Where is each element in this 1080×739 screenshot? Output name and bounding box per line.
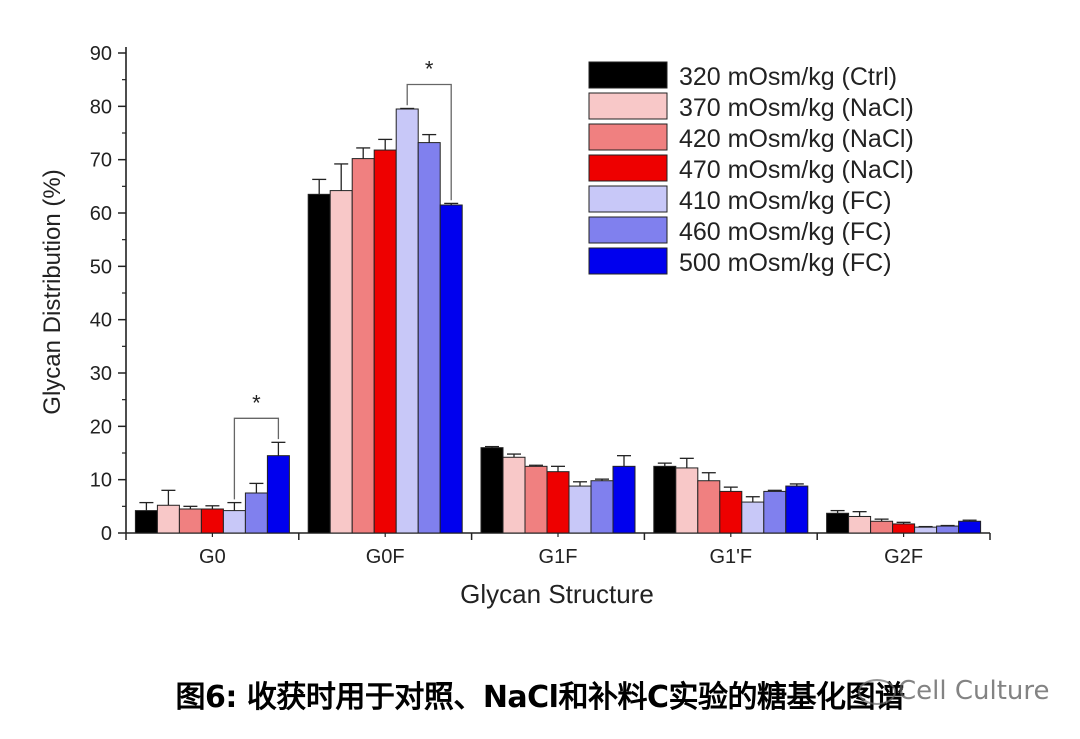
bar [373,149,397,534]
bar [395,108,419,534]
x-tick-label: G0 [199,546,226,568]
bar [870,520,894,534]
bar [675,467,699,534]
bar [480,447,504,534]
y-tick-label: 40 [90,310,112,332]
bar [763,490,787,534]
legend: 320 mOsm/kg (Ctrl) 370 mOsm/kg (NaCl) 420 … [588,61,914,277]
legend-swatch [588,247,668,275]
bar [417,142,441,534]
legend-swatch [588,216,668,244]
bar [697,480,721,534]
x-tick-label: G1F [539,546,578,568]
chart: 0 10 20 30 40 50 60 70 80 90 G0 G0F G1F G1'F G2F * * 32… [39,43,991,609]
bar [244,492,268,534]
y-tick-label: 50 [90,256,112,278]
bar [524,465,548,534]
x-tick-label: G1'F [709,546,752,568]
legend-label: 410 mOsm/kg (FC) [679,187,892,215]
y-tick-label: 60 [90,203,112,225]
annotations-group: ** [233,56,452,500]
x-axis-label: Glycan Structure [460,579,654,609]
y-tick-label: 10 [90,470,112,492]
bar [653,465,677,534]
bar [546,471,570,534]
bar [266,455,290,534]
watermark: Cell Culture [858,676,1050,706]
y-tick-label: 80 [90,96,112,118]
legend-swatch [588,185,668,213]
bar [741,501,765,534]
y-tick-label: 90 [90,43,112,65]
legend-label: 370 mOsm/kg (NaCl) [679,94,914,122]
legend-label: 420 mOsm/kg (NaCl) [679,125,914,153]
legend-label: 470 mOsm/kg (NaCl) [679,156,914,184]
x-tick-label: G2F [884,546,923,568]
bar [134,510,158,534]
significance-marker: * [252,390,261,415]
bars-group [134,107,982,534]
bar [848,515,872,534]
bar [612,465,636,534]
y-tick-label: 30 [90,363,112,385]
bar [590,480,614,534]
legend-label: 460 mOsm/kg (FC) [679,218,892,246]
y-axis-label: Glycan Distribution (%) [39,169,66,414]
bar [785,485,809,534]
bar [178,508,202,534]
legend-swatch [588,154,668,182]
legend-swatch [588,61,668,89]
bar [958,520,982,534]
watermark-text: Cell Culture [898,676,1050,706]
bar [568,485,592,534]
legend-swatch [588,123,668,151]
significance-bracket [406,83,452,201]
y-tick-label: 0 [101,523,112,545]
figure-caption: 图6: 收获时用于对照、NaCl和补料C实验的糖基化图谱 [175,680,905,715]
bar [439,204,463,534]
significance-bracket [233,417,280,500]
legend-label: 500 mOsm/kg (FC) [679,249,892,277]
bar [156,504,180,534]
bar [307,193,331,534]
bar [914,526,938,534]
bar [222,510,246,534]
bar [502,456,526,534]
bar [892,523,916,534]
significance-marker: * [425,56,434,81]
x-tick-label: G0F [366,546,405,568]
legend-swatch [588,92,668,120]
bar [826,512,850,534]
wechat-icon [858,678,896,705]
bar [329,190,353,534]
y-tick-label: 70 [90,150,112,172]
axes-group: 0 10 20 30 40 50 60 70 80 90 G0 G0F G1F G1'F G2F [90,43,991,568]
legend-label: 320 mOsm/kg (Ctrl) [679,63,897,91]
bar [719,490,743,534]
y-tick-label: 20 [90,416,112,438]
bar [200,508,224,534]
bar [936,525,960,534]
bar [351,158,375,534]
